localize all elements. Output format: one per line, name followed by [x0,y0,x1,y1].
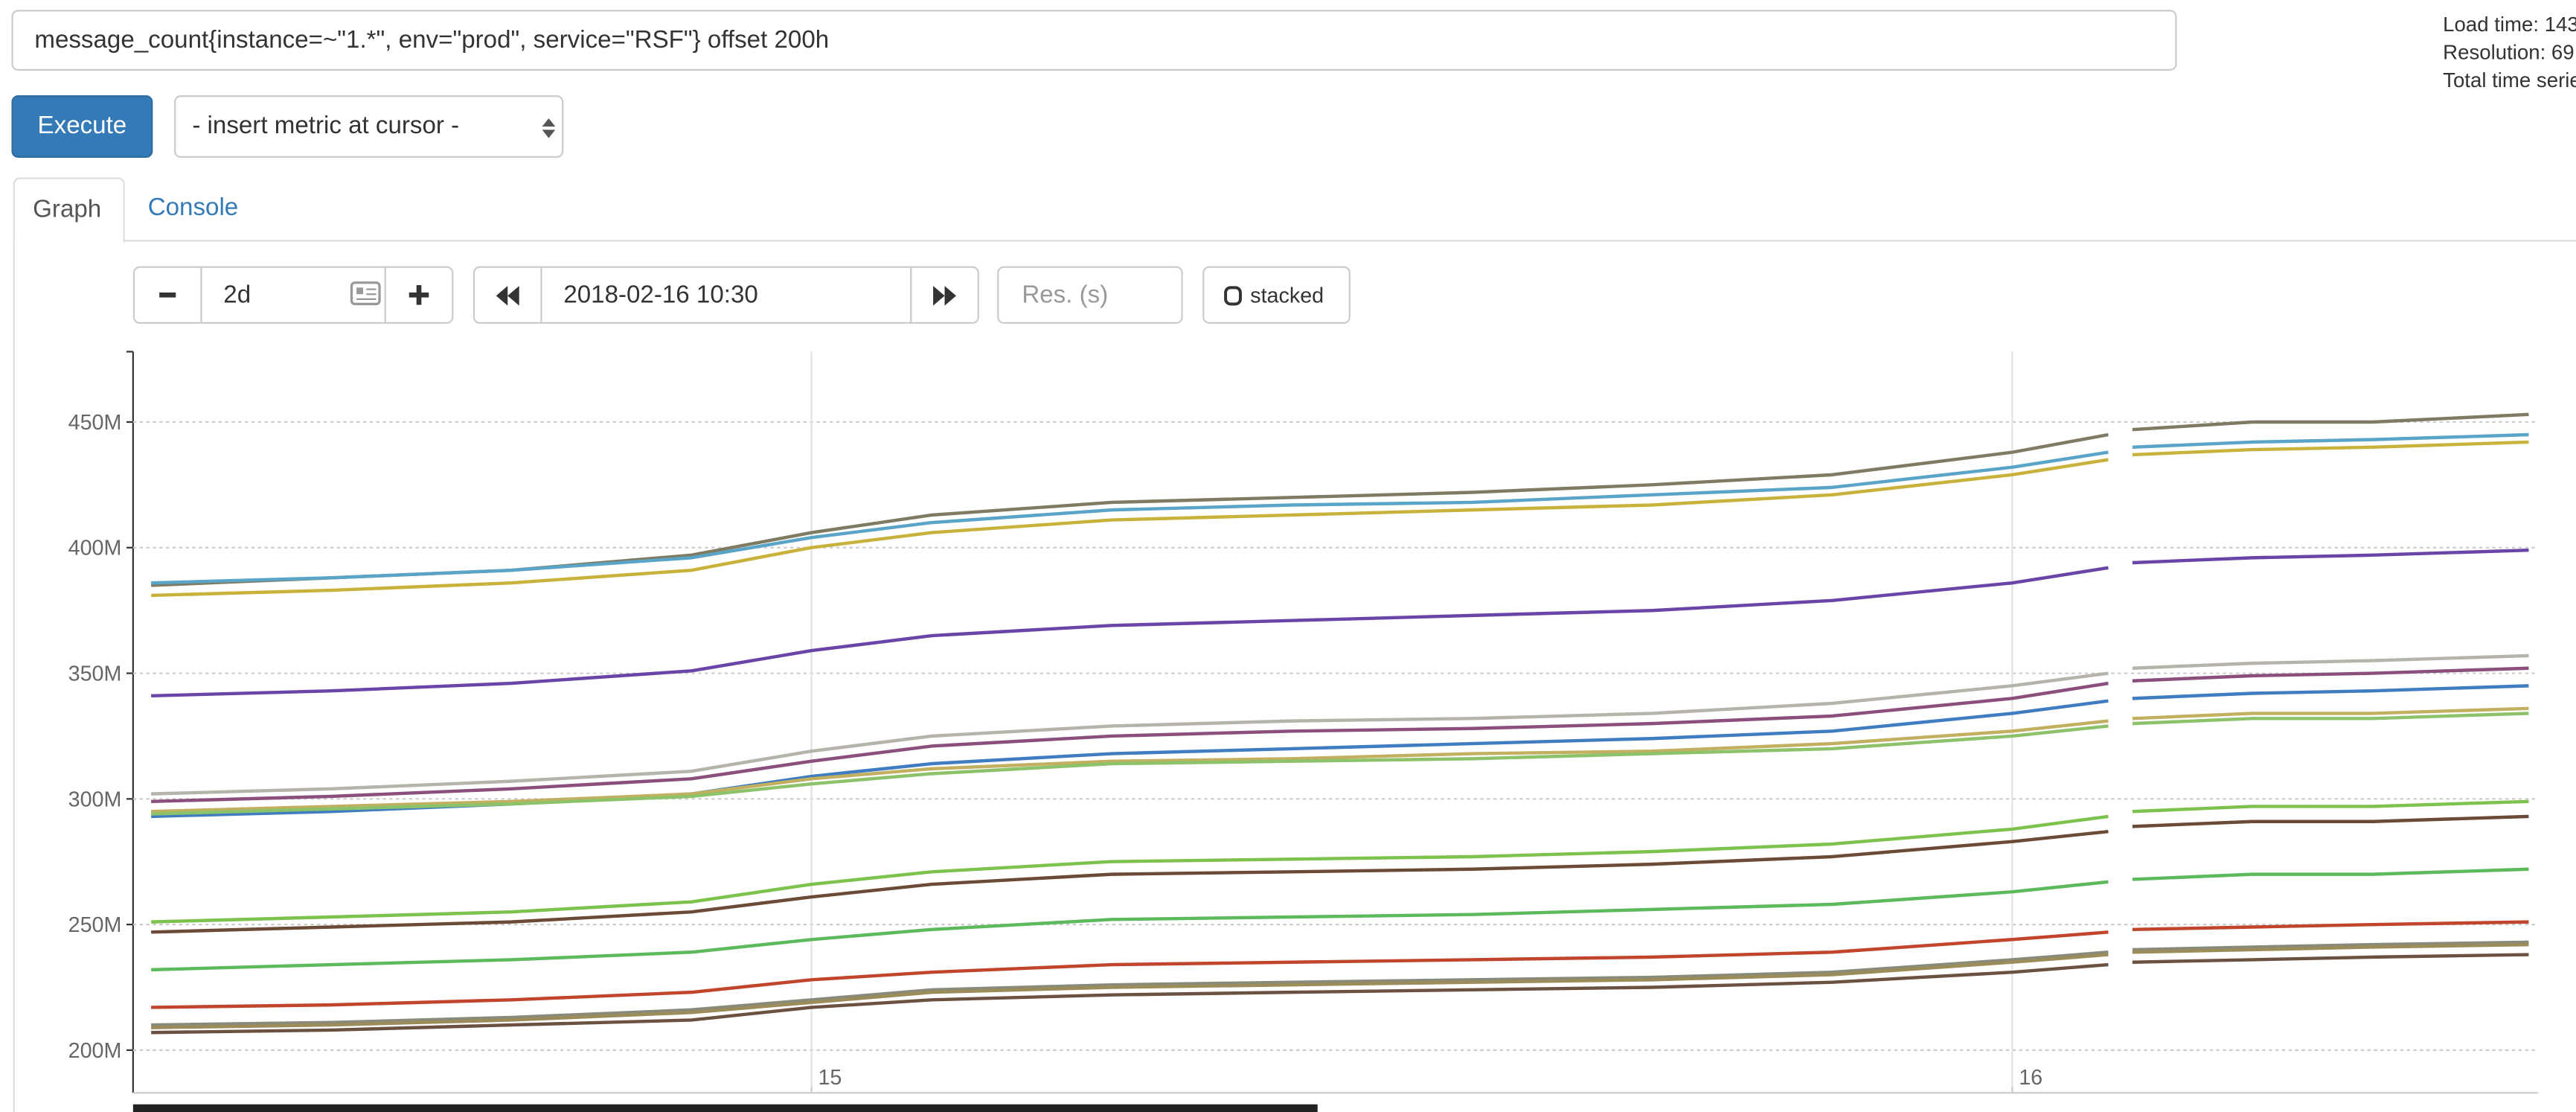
stat: Resolution: 69 [2443,41,2575,65]
tab-console[interactable]: Console [147,194,239,223]
tab-panel [13,240,2576,1112]
back-icon [496,286,519,306]
card-icon [350,281,381,306]
series-line [151,920,2529,1009]
resolution-input[interactable]: Res. (s) [997,266,1183,324]
tab-label: Graph [33,195,102,224]
range-input[interactable]: 2d [200,266,386,324]
range-minus[interactable] [132,266,202,324]
toggle-icon [1224,286,1242,306]
plus-icon [408,285,429,305]
tab-graph[interactable]: Graph [13,177,125,243]
stacked-label: stacked [1250,282,1324,307]
series-line [151,432,2529,585]
stat: Load time: 143 [2443,13,2576,36]
x-tick-label: 15 [818,1066,842,1090]
stat: Total time serie [2443,68,2576,92]
end-time-text: 2018-02-16 10:30 [563,281,758,310]
y-tick-label: 250M [68,913,122,937]
series-line [151,654,2529,796]
series-line [151,684,2529,819]
series-line [151,706,2529,814]
series-line [151,440,2529,598]
range-plus[interactable] [384,266,454,324]
query-input[interactable]: message_count{instance=~"1.*", env="prod… [11,10,2177,71]
y-tick-label: 200M [68,1039,122,1063]
end-time-input[interactable]: 2018-02-16 10:30 [540,266,912,324]
series-line [151,666,2529,804]
y-tick-label: 350M [68,662,122,686]
time-forward[interactable] [910,266,979,324]
series-line [151,867,2529,972]
query-text: message_count{instance=~"1.*", env="prod… [34,26,830,54]
metric-select[interactable]: - insert metric at cursor - [174,95,564,158]
stats: Load time: 143 Resolution: 69 Total time… [2443,11,2576,95]
select-text: - insert metric at cursor - [192,112,460,140]
series-line [151,799,2529,924]
y-tick-label: 450M [68,411,122,435]
forward-icon [933,286,957,306]
range-text: 2d [223,281,251,310]
x-tick-label: 16 [2019,1066,2042,1090]
series-line [151,953,2529,1035]
series-line [151,940,2529,1027]
execute-button[interactable]: Execute [11,95,153,158]
series-line [151,814,2529,934]
scrollbar [132,1104,1318,1112]
series-line [151,942,2529,1029]
minus-icon [159,293,176,298]
series-line [151,549,2529,698]
resolution-placeholder: Res. (s) [1022,281,1109,310]
stacked-button[interactable]: stacked [1202,266,1351,324]
select-arrows [542,118,556,138]
series-line [151,712,2529,816]
time-back[interactable] [472,266,542,324]
y-tick-label: 300M [68,787,122,811]
y-tick-label: 400M [68,537,122,560]
